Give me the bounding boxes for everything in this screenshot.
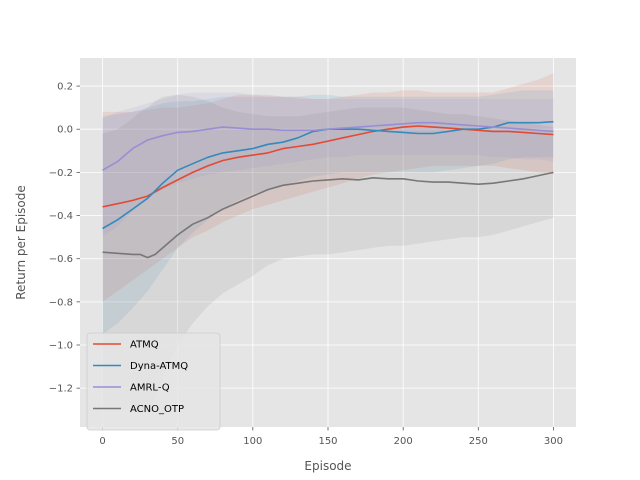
tick-labels: 0 50 100 150 200 250 300 −1.2 −1.0 −0.8 −0.6 −0.4 −0…: [49, 82, 563, 447]
confidence-band: [102, 94, 554, 410]
y-tick-label: −0.4: [49, 211, 73, 222]
series-line: [102, 125, 554, 208]
legend-label: Dyna-ATMQ: [130, 361, 188, 372]
confidence-band: [102, 90, 554, 335]
x-tick-label: 200: [394, 436, 413, 447]
legend: ATMQ Dyna-ATMQ AMRL-Q ACNO_OTP: [86, 332, 221, 431]
confidence-band: [102, 73, 554, 302]
series-line: [102, 171, 554, 259]
y-tick-label: −1.2: [49, 384, 73, 395]
legend-box: [86, 332, 221, 431]
y-tick-label: 0.2: [57, 82, 73, 93]
y-axis-label: Return per Episode: [14, 185, 28, 300]
y-tick-label: −0.8: [49, 297, 73, 308]
x-tick-label: 150: [318, 436, 337, 447]
x-tick-label: 300: [544, 436, 563, 447]
series-line: [102, 121, 554, 171]
y-tick-label: −1.0: [49, 341, 73, 352]
y-tick-label: −0.2: [49, 168, 73, 179]
y-tick-label: −0.6: [49, 254, 73, 265]
x-axis-label: Episode: [304, 459, 351, 473]
x-tick-label: 250: [469, 436, 488, 447]
legend-label: ATMQ: [130, 340, 159, 351]
x-tick-label: 100: [243, 436, 262, 447]
legend-label: ACNO_OTP: [130, 404, 184, 415]
x-tick-label: 0: [99, 436, 105, 447]
x-tick-label: 50: [171, 436, 184, 447]
series-lines: [102, 120, 554, 259]
y-tick-label: 0.0: [57, 125, 73, 136]
legend-label: AMRL-Q: [130, 383, 170, 394]
